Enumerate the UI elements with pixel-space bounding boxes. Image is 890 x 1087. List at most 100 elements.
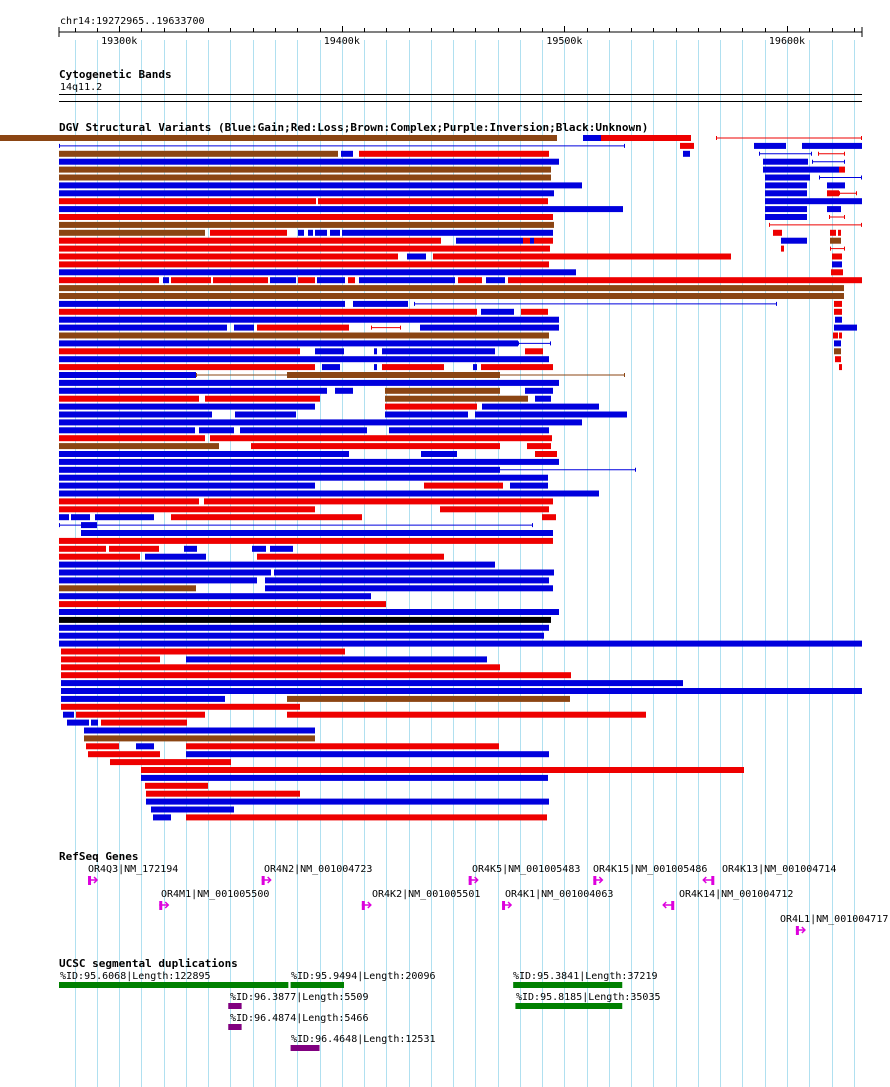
variant-bar[interactable] xyxy=(61,672,571,679)
variant-bar[interactable] xyxy=(831,269,843,276)
variant-bar[interactable] xyxy=(141,767,744,773)
variant-bar[interactable] xyxy=(521,308,548,315)
variant-bar[interactable] xyxy=(834,300,842,307)
variant-bar[interactable] xyxy=(374,364,377,371)
variant-bar[interactable] xyxy=(765,190,807,197)
variant-bar[interactable] xyxy=(59,601,386,608)
variant-bar[interactable] xyxy=(265,585,553,592)
variant-bar[interactable] xyxy=(204,498,553,505)
variant-bar[interactable] xyxy=(186,743,499,750)
variant-bar[interactable] xyxy=(523,237,530,244)
segmental-duplications[interactable]: %ID:95.6068|Length:122895 %ID:95.9494|Le… xyxy=(59,971,661,1051)
variant-bar[interactable] xyxy=(765,174,810,181)
variant-bar[interactable] xyxy=(834,308,842,315)
ruler[interactable]: 19300k 19400k 19500k 19600k xyxy=(58,26,863,47)
variant-bar[interactable] xyxy=(385,387,500,394)
variant-bar[interactable] xyxy=(440,506,549,513)
variant-bar[interactable] xyxy=(59,316,559,323)
variant-bar[interactable] xyxy=(61,648,345,655)
variant-bar[interactable] xyxy=(765,182,807,189)
variant-bar[interactable] xyxy=(59,293,844,299)
variant-span[interactable] xyxy=(159,467,636,472)
variant-bar[interactable] xyxy=(0,135,557,141)
variant-span[interactable] xyxy=(371,325,401,330)
variant-bar[interactable] xyxy=(59,190,554,197)
variant-span[interactable] xyxy=(759,151,812,156)
variant-bar[interactable] xyxy=(834,324,857,331)
variant-bar[interactable] xyxy=(342,229,553,236)
variant-bar[interactable] xyxy=(59,269,576,276)
variant-bar[interactable] xyxy=(59,182,582,189)
variant-bar[interactable] xyxy=(205,395,320,402)
variant-bar[interactable] xyxy=(186,656,487,663)
variant-bar[interactable] xyxy=(59,300,345,307)
variant-bar[interactable] xyxy=(81,522,97,529)
segdup-item[interactable]: %ID:95.3841|Length:37219 xyxy=(513,971,658,988)
variant-bar[interactable] xyxy=(274,569,554,576)
segdup-item[interactable]: %ID:96.4648|Length:12531 xyxy=(290,1034,436,1051)
variant-bar[interactable] xyxy=(59,616,551,623)
variant-bar[interactable] xyxy=(71,514,90,521)
variant-bar[interactable] xyxy=(210,229,287,236)
variant-bar[interactable] xyxy=(420,324,559,331)
variant-bar[interactable] xyxy=(287,711,646,718)
variant-bar[interactable] xyxy=(234,324,254,331)
variant-bar[interactable] xyxy=(110,759,231,766)
variant-bar[interactable] xyxy=(839,332,842,339)
variant-bar[interactable] xyxy=(763,158,808,165)
variant-bar[interactable] xyxy=(61,680,683,687)
variant-bar[interactable] xyxy=(298,229,304,236)
variant-bar[interactable] xyxy=(240,427,367,434)
variant-bar[interactable] xyxy=(424,482,503,489)
variant-bar[interactable] xyxy=(186,751,549,758)
variant-span[interactable] xyxy=(414,301,777,306)
variant-bar[interactable] xyxy=(59,561,495,568)
variant-bar[interactable] xyxy=(63,711,74,718)
variant-bar[interactable] xyxy=(59,537,553,544)
variant-bar[interactable] xyxy=(145,553,206,560)
gene-OR4K1[interactable]: OR4K1|NM_001004063 xyxy=(502,889,613,910)
variant-bar[interactable] xyxy=(186,814,547,821)
variant-span[interactable] xyxy=(59,523,533,528)
variant-bar[interactable] xyxy=(59,324,227,331)
variant-bar[interactable] xyxy=(335,387,353,394)
variant-bar[interactable] xyxy=(830,237,841,244)
variant-bar[interactable] xyxy=(59,632,544,639)
variant-bar[interactable] xyxy=(765,214,807,220)
variant-bar[interactable] xyxy=(359,150,549,157)
variant-bar[interactable] xyxy=(473,364,477,371)
gene-glyph[interactable] xyxy=(502,901,513,910)
variant-bar[interactable] xyxy=(481,364,553,371)
variant-bar[interactable] xyxy=(59,237,441,244)
variant-bar[interactable] xyxy=(832,253,842,260)
variant-bar[interactable] xyxy=(827,190,833,197)
variant-bar[interactable] xyxy=(583,135,601,141)
variant-bar[interactable] xyxy=(235,411,296,418)
variant-bar[interactable] xyxy=(59,553,140,560)
variant-bar[interactable] xyxy=(542,514,556,521)
segdup-item[interactable]: %ID:95.6068|Length:122895 xyxy=(59,971,289,988)
variant-bar[interactable] xyxy=(680,142,694,149)
variant-bar[interactable] xyxy=(265,577,549,584)
variant-bar[interactable] xyxy=(832,261,842,268)
variant-span[interactable] xyxy=(829,215,845,219)
variant-bar[interactable] xyxy=(59,490,599,497)
variant-bar[interactable] xyxy=(486,277,505,284)
variant-bar[interactable] xyxy=(838,229,841,236)
variant-bar[interactable] xyxy=(773,229,782,236)
variant-bar[interactable] xyxy=(59,411,212,418)
variant-bar[interactable] xyxy=(530,237,534,244)
variant-bar[interactable] xyxy=(833,332,838,339)
variant-span[interactable] xyxy=(518,341,551,346)
variant-bar[interactable] xyxy=(171,514,362,521)
variant-bar[interactable] xyxy=(59,482,315,489)
variant-bar[interactable] xyxy=(322,364,340,371)
variant-bar[interactable] xyxy=(59,403,315,410)
variant-bar[interactable] xyxy=(88,751,160,758)
variant-bar[interactable] xyxy=(59,277,159,284)
variant-bar[interactable] xyxy=(59,245,550,252)
variant-bar[interactable] xyxy=(827,206,841,213)
variant-bar[interactable] xyxy=(318,198,548,205)
variant-bar[interactable] xyxy=(59,609,559,615)
variant-bar[interactable] xyxy=(839,364,842,371)
